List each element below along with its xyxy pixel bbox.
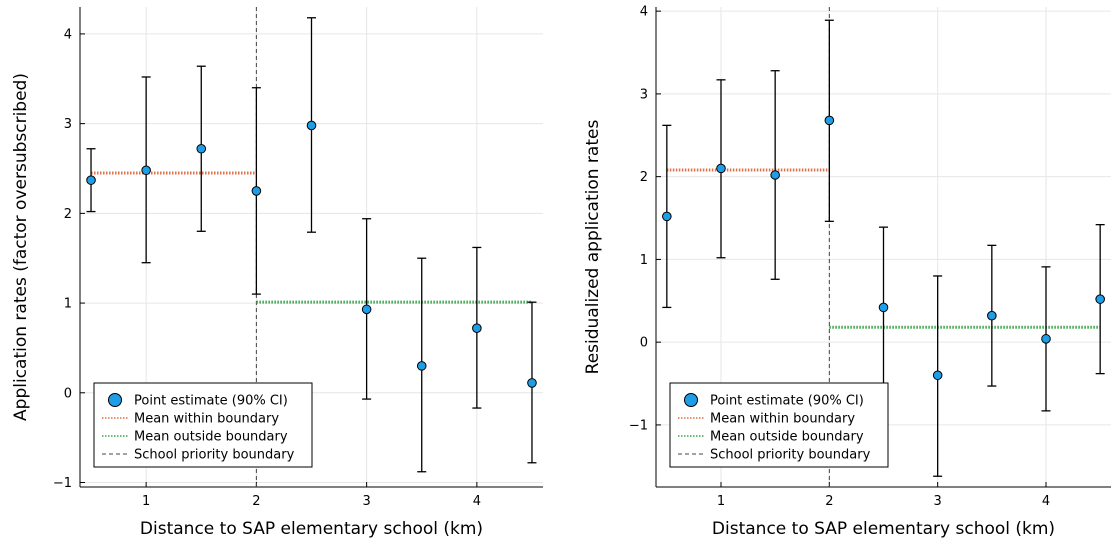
point-estimate-marker xyxy=(141,165,151,176)
point-estimate-marker xyxy=(716,163,726,174)
legend-label-point-estimate: Point estimate (90% CI) xyxy=(134,394,288,409)
x-tick-label: 2 xyxy=(252,494,260,509)
point-estimate-marker xyxy=(361,304,372,315)
legend-label-boundary: School priority boundary xyxy=(134,448,295,463)
point-estimate-marker xyxy=(86,175,96,185)
y-tick-label: −1 xyxy=(53,476,72,491)
y-tick-label: 0 xyxy=(640,336,648,351)
y-tick-label: −1 xyxy=(629,418,648,433)
legend: Point estimate (90% CI) Mean within bound… xyxy=(669,382,889,468)
chart-panel-2: 1 2 3 4 −1 0 1 2 3 4 Distance to SAP elementary sc… xyxy=(583,5,1111,539)
point-estimate-marker xyxy=(987,310,997,321)
x-axis-label: Distance to SAP elementary school (km) xyxy=(140,519,483,539)
y-axis-label: Residualized application rates xyxy=(583,120,603,375)
point-estimate-marker xyxy=(196,143,207,154)
x-tick-label: 3 xyxy=(934,494,942,509)
point-estimate-marker xyxy=(1095,294,1105,304)
point-estimate-marker xyxy=(416,361,427,371)
legend-label-boundary: School priority boundary xyxy=(710,448,871,463)
x-tick-label: 4 xyxy=(1042,494,1050,509)
x-tick-label: 1 xyxy=(717,494,725,509)
legend-box xyxy=(93,382,313,468)
y-axis-label: Application rates (factor oversubscribed… xyxy=(11,73,31,421)
y-tick-label: 3 xyxy=(64,117,72,132)
y-tick-label: 3 xyxy=(640,87,648,102)
y-tick-label: 4 xyxy=(64,27,72,42)
legend-label-mean-within: Mean within boundary xyxy=(134,412,279,427)
legend-marker-point-estimate xyxy=(684,393,698,407)
x-axis-label: Distance to SAP elementary school (km) xyxy=(712,519,1055,539)
chart-panel-1: 1 2 3 4 −1 0 1 2 3 4 Distance to SAP elementary sc… xyxy=(11,7,543,539)
legend-box xyxy=(669,382,889,468)
point-estimate-marker xyxy=(770,170,780,180)
point-estimate-marker xyxy=(306,120,317,131)
legend: Point estimate (90% CI) Mean within bound… xyxy=(93,382,313,468)
point-estimate-marker xyxy=(251,186,262,196)
y-tick-label: 0 xyxy=(64,386,72,401)
point-estimate-marker xyxy=(527,378,537,388)
legend-label-point-estimate: Point estimate (90% CI) xyxy=(710,394,864,409)
legend-label-mean-outside: Mean outside boundary xyxy=(710,430,864,445)
legend-label-mean-within: Mean within boundary xyxy=(710,412,855,427)
x-tick-label: 3 xyxy=(362,494,370,509)
point-estimate-marker xyxy=(932,370,943,381)
x-tick-label: 4 xyxy=(473,494,481,509)
point-estimate-marker xyxy=(1041,334,1051,344)
point-estimate-marker xyxy=(472,323,482,333)
y-tick-label: 1 xyxy=(64,297,72,312)
legend-label-mean-outside: Mean outside boundary xyxy=(134,430,288,445)
y-tick-label: 1 xyxy=(640,253,648,268)
y-tick-label: 2 xyxy=(64,207,72,222)
point-estimate-marker xyxy=(662,211,672,222)
legend-marker-point-estimate xyxy=(108,393,122,407)
point-estimate-marker xyxy=(878,302,889,313)
y-tick-label: 4 xyxy=(640,5,648,20)
y-tick-label: 2 xyxy=(640,170,648,185)
x-tick-label: 2 xyxy=(825,494,833,509)
point-estimate-marker xyxy=(824,115,835,126)
x-tick-label: 1 xyxy=(142,494,150,509)
